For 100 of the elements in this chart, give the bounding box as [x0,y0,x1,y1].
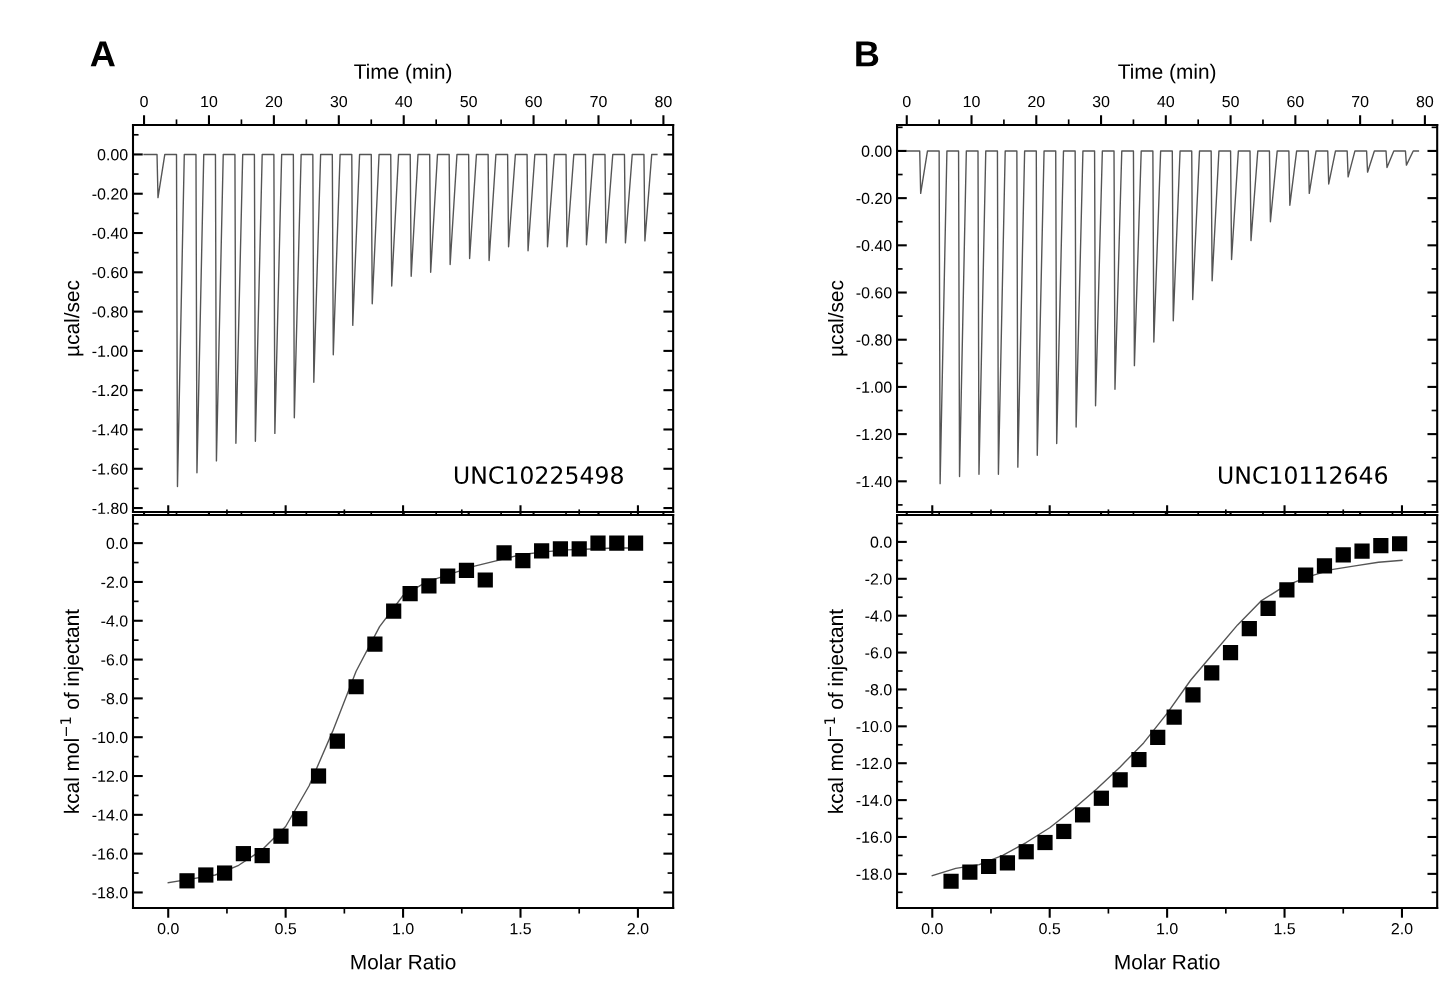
point [458,562,475,578]
point [609,535,625,551]
point [627,535,644,551]
y-tick-label: -0.60 [92,266,128,279]
x-tick-label: 0 [902,95,911,108]
x-tick-label: 2.0 [1391,923,1413,935]
x-tick-label: 50 [460,95,477,108]
x-tick-label: 30 [330,95,348,108]
x-tick-label: 10 [201,95,218,108]
y-tick-label: -10.0 [92,731,128,744]
point [1056,823,1072,840]
x-tick-label: 1.5 [1274,923,1295,935]
y-tick-label: -1.20 [856,428,892,441]
x-tick-label: 40 [1157,95,1175,108]
x-tick-label: 0.0 [921,923,943,935]
point [1093,790,1109,806]
y-tick-label: -1.60 [92,463,128,475]
point [421,578,437,594]
point [254,847,270,864]
point [1074,807,1091,823]
y-tick-label: -0.60 [856,287,892,299]
point [367,636,383,652]
x-tick-label: 30 [1092,95,1110,108]
x-tick-label: 0.5 [1039,923,1061,935]
chart-title: B [856,41,879,67]
y-tick-label: -6.0 [865,647,892,659]
y-tick-label: -0.20 [856,192,892,205]
chart-title: A [90,41,115,67]
x-tick-label: 1.0 [393,923,414,935]
x-tick-label: 70 [590,95,607,108]
x-tick-label: 2.0 [627,923,649,935]
y-axis-title: µcal/sec [828,280,848,356]
y-tick-label: -14.0 [92,809,128,821]
y-tick-label: -16.0 [856,831,892,843]
point [1316,558,1333,574]
point [571,541,587,557]
point [1112,772,1128,788]
point [402,585,418,602]
point [1298,567,1314,583]
y-tick-label: -12.0 [92,770,128,782]
point [1222,644,1239,661]
point [1392,536,1408,552]
y-tick-label: -4.0 [101,615,128,627]
y-tick-label: 0.00 [97,149,128,161]
x-tick-label: 80 [655,95,672,108]
y-tick-label: -10.0 [856,720,892,733]
line-series [143,153,658,488]
y-tick-label: -1.20 [92,384,128,397]
y-tick-label: -0.80 [856,334,892,346]
y-tick-label: 0.0 [106,537,128,550]
point [534,543,550,559]
x-tick-label: 1.5 [510,923,531,935]
point [329,733,345,749]
point [198,867,214,883]
point [590,535,606,551]
y-tick-label: -0.40 [92,227,128,239]
point [981,858,997,875]
x-tick-label: 0.5 [275,923,297,935]
point [943,873,959,889]
point [496,545,512,561]
y-tick-label: -2.0 [865,573,892,585]
point [962,864,978,880]
y-tick-label: -18.0 [856,868,892,880]
annotation: UNC10112646 [1219,466,1388,485]
y-tick-label: -16.0 [92,848,128,860]
y-tick-label: -6.0 [101,654,128,666]
x-tick-label: 0 [140,95,148,108]
point [273,828,289,844]
y-axis-title: µcal/sec [63,280,84,356]
x-axis-title: Molar Ratio [351,954,456,970]
point [440,568,456,584]
point [1260,600,1276,616]
point [1131,751,1147,768]
point [216,865,233,881]
y-axis-title: kcal mol$^{−1}$ of injectant [60,609,84,813]
y-tick-label: -14.0 [856,794,892,807]
point [1335,547,1351,563]
point [515,552,531,569]
point [1279,582,1295,598]
y-tick-label: -0.40 [856,239,892,252]
point [1204,665,1220,681]
point [1185,687,1201,703]
y-tick-label: -4.0 [865,610,892,622]
y-tick-label: -1.40 [856,475,892,488]
point [386,603,402,619]
y-tick-label: 0.00 [861,145,892,157]
point [348,679,364,695]
point [1354,543,1370,559]
y-tick-label: -18.0 [92,887,128,899]
point [235,846,251,862]
point [477,572,493,588]
x-axis-title: Molar Ratio [1115,954,1220,970]
x-tick-label: 20 [265,95,283,108]
y-tick-label: -1.80 [92,502,128,514]
x-tick-label: 70 [1352,95,1369,108]
y-tick-label: -1.00 [92,345,128,357]
y-tick-label: -0.80 [92,306,128,318]
point [1166,709,1182,725]
point [552,541,569,557]
x-tick-label: 10 [963,95,980,108]
